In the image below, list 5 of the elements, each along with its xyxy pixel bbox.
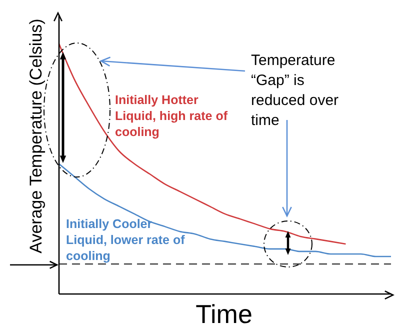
- series-label: Initially Hotter Liquid, high rate of cooling: [115, 93, 228, 139]
- annotation: Temperature “Gap” is reduced over time: [251, 52, 339, 129]
- x-axis-title: Time: [196, 299, 252, 329]
- series-label: Initially Cooler Liquid, lower rate of cooling: [66, 217, 186, 263]
- y-axis-title: Average Temperature (Celsius): [26, 18, 46, 254]
